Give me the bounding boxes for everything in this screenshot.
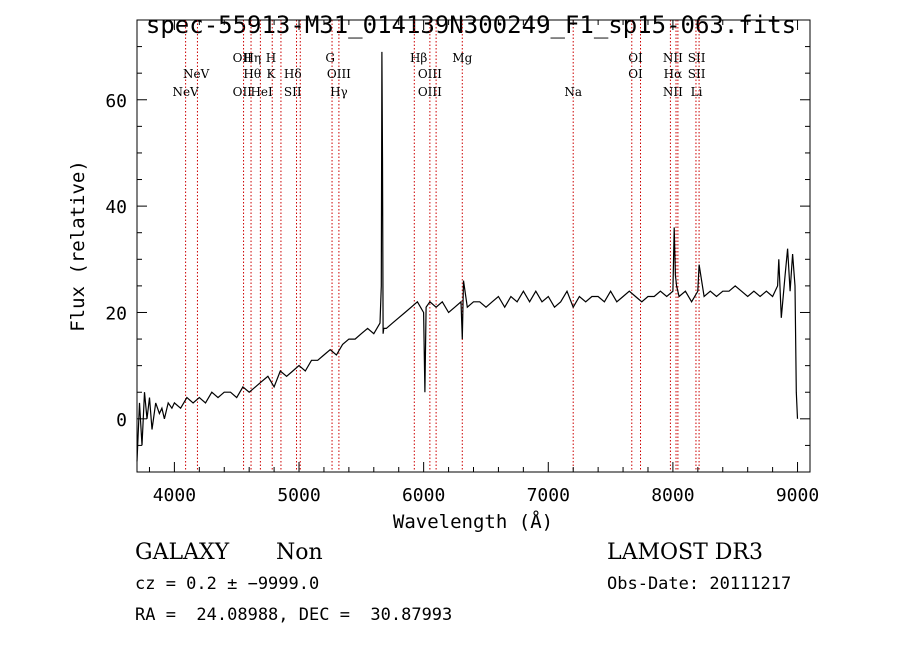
spectral-line-label: Na bbox=[564, 85, 582, 99]
y-tick-label: 20 bbox=[105, 303, 127, 324]
spectral-line-label: H bbox=[266, 51, 276, 65]
spectral-line-label: G bbox=[325, 51, 335, 65]
x-axis-label: Wavelength (Å) bbox=[393, 510, 553, 533]
spectral-line-label: OIII bbox=[418, 67, 442, 81]
spectral-line-label: K bbox=[266, 67, 276, 81]
spectral-line-label: NII bbox=[663, 85, 683, 99]
x-tick-label: 5000 bbox=[277, 485, 320, 506]
y-axis-label: Flux (relative) bbox=[67, 160, 89, 332]
spectrum-series-line bbox=[136, 51, 799, 462]
x-axis-ticks: 4000 5000 6000 7000 8000 9000 bbox=[148, 20, 819, 506]
spectral-line-label: OIII bbox=[418, 85, 442, 99]
object-subclass: Non bbox=[276, 540, 323, 565]
spectral-line-label: SII bbox=[688, 67, 706, 81]
spectral-line-label: SII bbox=[688, 51, 706, 65]
spectral-line-label: Hθ bbox=[243, 67, 261, 81]
y-tick-label: 0 bbox=[116, 410, 127, 431]
spectral-line-label: Mg bbox=[452, 51, 472, 65]
spectral-line-label: Hη bbox=[243, 51, 261, 65]
spectral-line-label: OII bbox=[233, 85, 253, 99]
spectral-line-label: Li bbox=[691, 85, 703, 99]
spectral-line-label: OI bbox=[628, 51, 643, 65]
spectral-line-label: Hδ bbox=[284, 67, 302, 81]
x-tick-label: 6000 bbox=[402, 485, 445, 506]
x-tick-label: 4000 bbox=[153, 485, 196, 506]
spectral-line-label: SII bbox=[284, 85, 302, 99]
spectral-line-label: NeV bbox=[183, 67, 210, 81]
object-class: GALAXY bbox=[135, 540, 230, 565]
spectral-line-label: OIII bbox=[327, 67, 351, 81]
spectral-line-label: OI bbox=[628, 67, 643, 81]
x-tick-label: 9000 bbox=[776, 485, 819, 506]
x-tick-label: 8000 bbox=[651, 485, 694, 506]
spectral-line-label: Hα bbox=[664, 67, 683, 81]
spectral-line-label: NII bbox=[663, 51, 683, 65]
spectral-line-label: HeI bbox=[250, 85, 273, 99]
y-axis-ticks: 0 20 40 60 bbox=[105, 19, 810, 473]
ra-dec-coordinates: RA = 24.08988, DEC = 30.87993 bbox=[135, 605, 452, 625]
spectral-line-label: Hβ bbox=[410, 51, 427, 65]
spectral-line-label: OII bbox=[233, 51, 253, 65]
redshift-cz: cz = 0.2 ± −9999.0 bbox=[135, 574, 319, 594]
chart-title: spec-55913-M31_014139N300249_F1_sp15-063… bbox=[146, 11, 796, 39]
spectral-line-label: NeV bbox=[172, 85, 199, 99]
x-tick-label: 7000 bbox=[527, 485, 570, 506]
observation-date: Obs-Date: 20111217 bbox=[607, 574, 791, 594]
y-tick-label: 40 bbox=[105, 197, 127, 218]
survey-name: LAMOST DR3 bbox=[607, 540, 763, 565]
y-tick-label: 60 bbox=[105, 91, 127, 112]
spectral-line-label: Hγ bbox=[330, 85, 348, 99]
